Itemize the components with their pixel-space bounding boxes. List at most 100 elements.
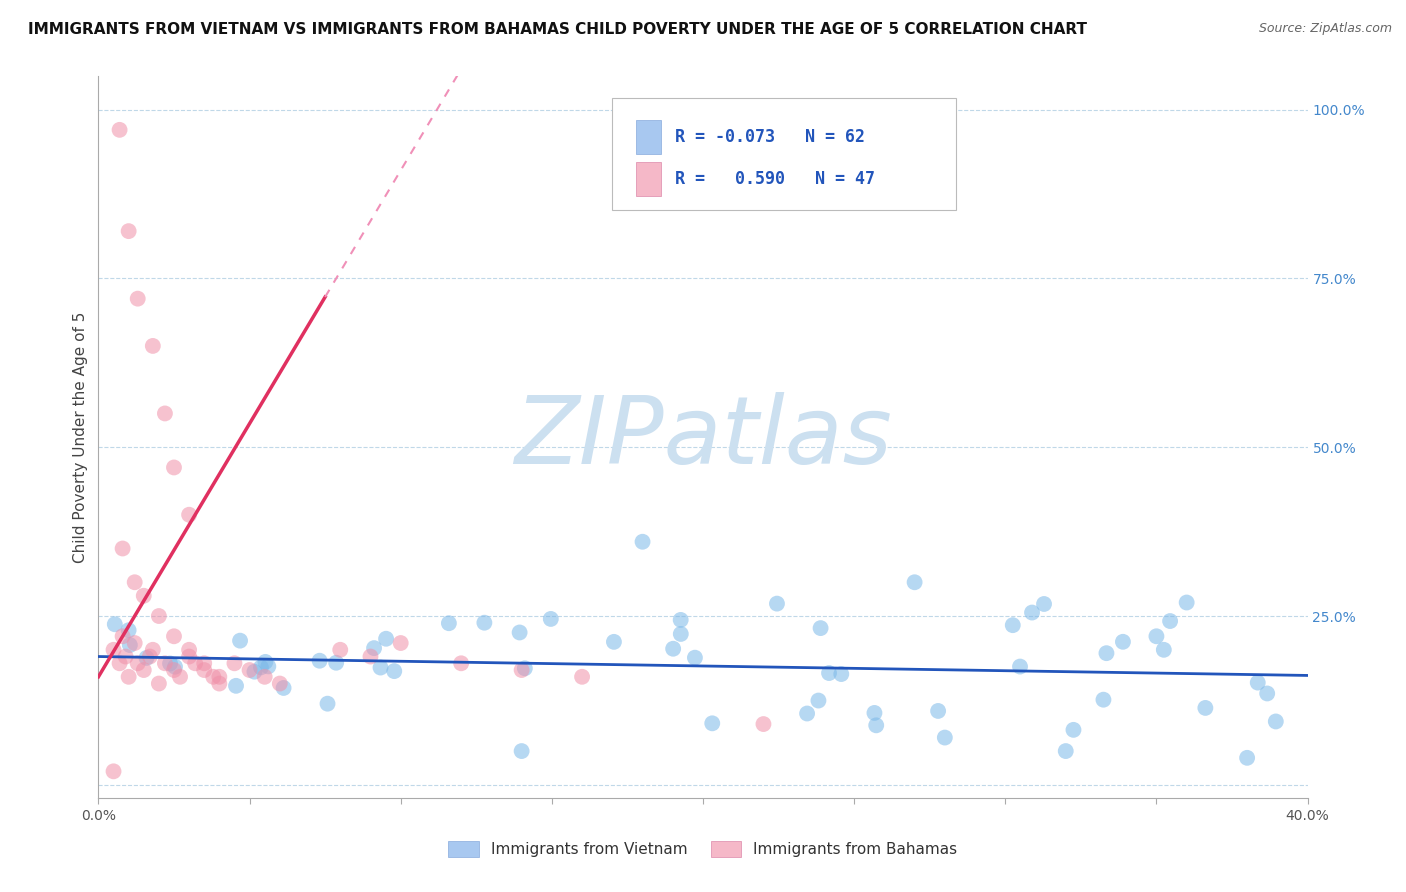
Point — [796, 706, 818, 721]
Point — [103, 764, 125, 779]
Text: ZIPatlas: ZIPatlas — [515, 392, 891, 483]
Point — [363, 641, 385, 656]
Point — [807, 693, 830, 707]
Point — [202, 670, 225, 684]
Point — [1159, 614, 1181, 628]
Point — [571, 670, 593, 684]
Point — [325, 656, 347, 670]
Point — [603, 635, 626, 649]
Point — [662, 641, 685, 656]
Point — [316, 697, 339, 711]
Point — [135, 651, 157, 665]
Point — [148, 676, 170, 690]
Point — [830, 667, 852, 681]
Point — [1092, 692, 1115, 706]
Point — [193, 663, 215, 677]
Point — [269, 676, 291, 690]
Point — [179, 649, 201, 664]
Text: IMMIGRANTS FROM VIETNAM VS IMMIGRANTS FROM BAHAMAS CHILD POVERTY UNDER THE AGE O: IMMIGRANTS FROM VIETNAM VS IMMIGRANTS FR… — [28, 22, 1087, 37]
Point — [132, 589, 155, 603]
Point — [254, 655, 277, 669]
Point — [193, 657, 215, 671]
Point — [163, 663, 186, 677]
Point — [224, 657, 246, 671]
Point — [273, 681, 295, 695]
Point — [179, 508, 201, 522]
Point — [1153, 642, 1175, 657]
Point — [159, 657, 181, 671]
Point — [229, 633, 252, 648]
Point — [382, 664, 405, 678]
Point — [250, 660, 273, 674]
Point — [329, 642, 352, 657]
Point — [1256, 686, 1278, 700]
Point — [118, 224, 141, 238]
Point — [148, 609, 170, 624]
Point — [127, 657, 149, 671]
Point — [752, 717, 775, 731]
Point — [1264, 714, 1286, 729]
Point — [142, 339, 165, 353]
Point — [818, 666, 841, 681]
Point — [124, 636, 146, 650]
Point — [513, 661, 536, 675]
Point — [153, 407, 176, 421]
Point — [1247, 675, 1270, 690]
Point — [111, 629, 134, 643]
Point — [375, 632, 398, 646]
Point — [132, 663, 155, 677]
Point — [927, 704, 949, 718]
Point — [1112, 635, 1135, 649]
Point — [253, 670, 276, 684]
Point — [142, 642, 165, 657]
Point — [904, 575, 927, 590]
Y-axis label: Child Poverty Under the Age of 5: Child Poverty Under the Age of 5 — [73, 311, 89, 563]
Point — [1062, 723, 1084, 737]
Point — [450, 657, 472, 671]
Point — [111, 541, 134, 556]
Text: R =   0.590   N = 47: R = 0.590 N = 47 — [675, 170, 875, 188]
Point — [225, 679, 247, 693]
Point — [934, 731, 956, 745]
Point — [474, 615, 496, 630]
Point — [510, 744, 533, 758]
Point — [184, 657, 207, 671]
Point — [810, 621, 832, 635]
Point — [104, 617, 127, 632]
Point — [103, 642, 125, 657]
Point — [108, 123, 131, 137]
Point — [1008, 659, 1031, 673]
Point — [208, 676, 231, 690]
Point — [437, 616, 460, 631]
Point — [257, 659, 280, 673]
Text: Source: ZipAtlas.com: Source: ZipAtlas.com — [1258, 22, 1392, 36]
Point — [510, 663, 533, 677]
Point — [108, 657, 131, 671]
Point — [1054, 744, 1077, 758]
Point — [766, 597, 789, 611]
Point — [1236, 751, 1258, 765]
Point — [1033, 597, 1056, 611]
Point — [239, 663, 262, 677]
Point — [631, 534, 654, 549]
Point — [683, 650, 706, 665]
Point — [370, 660, 392, 674]
Point — [1095, 646, 1118, 660]
Point — [1001, 618, 1024, 632]
Point — [163, 629, 186, 643]
Point — [702, 716, 724, 731]
Point — [863, 706, 886, 720]
Point — [117, 624, 139, 638]
Point — [163, 659, 186, 673]
Point — [114, 649, 136, 664]
Point — [179, 642, 201, 657]
Point — [118, 638, 141, 652]
Point — [153, 657, 176, 671]
Point — [360, 649, 382, 664]
Point — [389, 636, 412, 650]
Point — [139, 649, 162, 664]
Point — [163, 460, 186, 475]
Point — [243, 665, 266, 679]
Point — [124, 575, 146, 590]
Point — [669, 613, 692, 627]
